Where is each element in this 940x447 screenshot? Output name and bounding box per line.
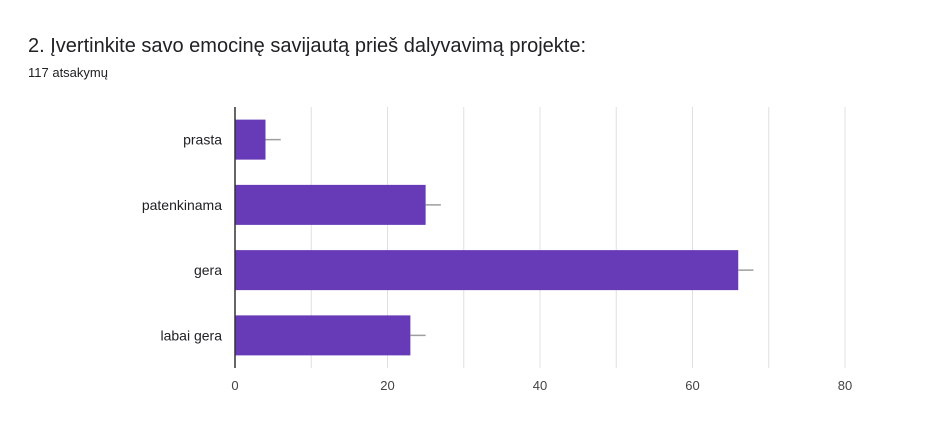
category-label: gera: [194, 262, 222, 278]
bar-layer: [234, 107, 754, 368]
bar-labai-gera: [235, 315, 411, 356]
x-tick-label: 80: [838, 378, 852, 393]
x-tick-label: 20: [380, 378, 394, 393]
x-tick-label: 0: [231, 378, 238, 393]
label-layer: 0 20 40 60 80 prasta patenkinama gera labai gera: [142, 132, 852, 393]
category-label: prasta: [183, 132, 222, 148]
category-label: patenkinama: [142, 197, 222, 213]
bar-gera: [235, 250, 739, 291]
x-tick-label: 60: [685, 378, 699, 393]
category-label: labai gera: [161, 327, 223, 343]
response-count: 117 atsakymų: [28, 65, 108, 80]
bar-prasta: [235, 119, 266, 160]
question-title: 2. Įvertinkite savo emocinę savijautą pr…: [28, 35, 587, 57]
bar-patenkinama: [235, 184, 426, 225]
x-tick-label: 40: [533, 378, 547, 393]
